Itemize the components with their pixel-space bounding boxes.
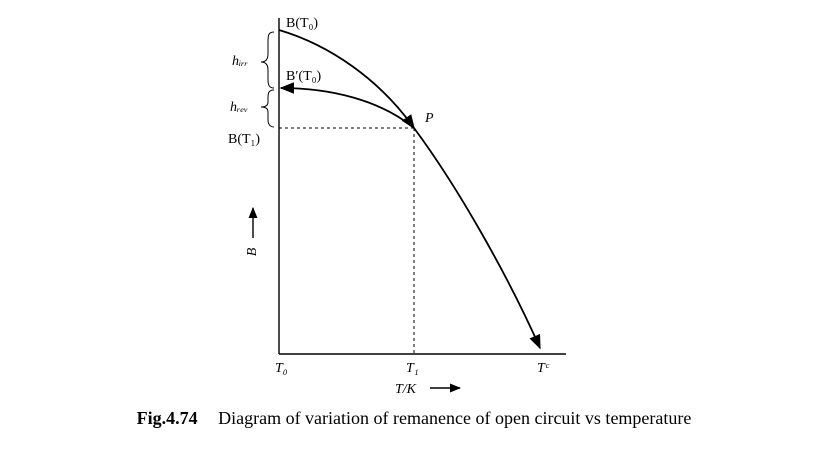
label-b-t0: B(T₀) — [286, 16, 318, 31]
label-b-t1: B(T₁) — [228, 132, 260, 147]
tick-label-tc: Tᶜ — [537, 361, 550, 376]
irreversible-curve-upper — [278, 29, 415, 130]
tick-label-t0: T₀ — [275, 361, 288, 376]
caption-text: Diagram of variation of remanence of ope… — [218, 408, 692, 428]
label-x-axis: T/K — [395, 382, 417, 397]
tick-label-t1: T₁ — [406, 361, 419, 376]
reversible-return-curve — [279, 82, 415, 129]
caption-number: Fig.4.74 — [136, 408, 198, 428]
label-y-axis-b: B — [245, 247, 260, 256]
h-rev-brace — [260, 89, 275, 128]
label-h-irr: hᵢᵣᵣ — [232, 54, 248, 69]
remanence-temperature-diagram: B(T₀) B′(T₀) B(T₁) hᵢᵣᵣ hᵣₑᵥ P B T/K T₀ … — [228, 16, 566, 397]
h-irr-brace — [260, 31, 275, 89]
figure-caption: Fig.4.74 Diagram of variation of remanen… — [0, 408, 828, 429]
label-point-p: P — [424, 111, 434, 126]
label-h-rev: hᵣₑᵥ — [230, 100, 248, 115]
label-b-prime-t0: B′(T₀) — [286, 69, 321, 84]
curve-to-curie-temperature — [413, 127, 541, 350]
